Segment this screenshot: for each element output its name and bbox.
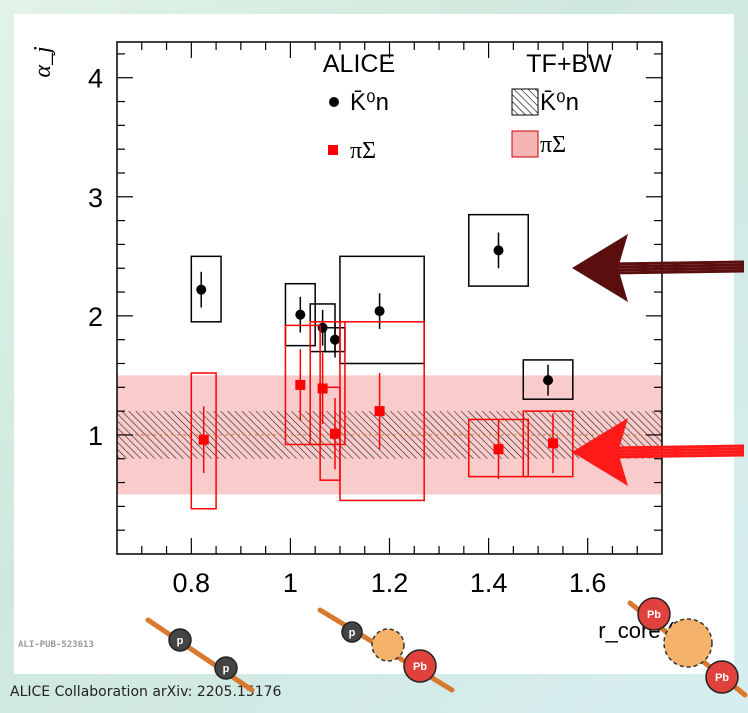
sys-box: [190, 372, 217, 510]
legend-title-tfbw: TF+BW: [526, 50, 612, 78]
x-tick-label: 1: [283, 568, 298, 598]
data-point-k0n: [493, 245, 504, 256]
x-tick-label: 1.4: [470, 568, 508, 598]
data-point-k0n: [374, 306, 385, 317]
model-bands: [117, 375, 662, 495]
legend-marker-k0n: [329, 97, 339, 107]
legend-label-pisigma-model: πΣ: [540, 132, 566, 158]
figure-panel: 0.8 1 1.2 1.4 1.6 1 2 3 4 r_core (fm) α_j ALICE TF+…: [14, 14, 734, 674]
legend-label-pisigma: πΣ: [350, 138, 376, 164]
x-tick-label: 1.6: [569, 568, 607, 598]
data-point-pisigma: [295, 379, 306, 390]
data-point-pisigma: [374, 406, 385, 417]
legend: ALICE TF+BW K̄⁰n πΣ K̄⁰n πΣ: [323, 50, 612, 164]
data-point-pisigma: [493, 444, 504, 455]
sys-box: [309, 321, 346, 446]
data-point-k0n: [330, 334, 340, 345]
x-axis-label: r_core (fm): [598, 618, 706, 643]
legend-label-k0n-model: K̄⁰n: [540, 89, 579, 116]
legend-box-k0n-model: [511, 88, 539, 116]
sys-box: [190, 255, 222, 323]
x-tick-label: 1.2: [371, 568, 409, 598]
sys-box: [284, 282, 316, 347]
data-point-pisigma: [317, 383, 328, 394]
y-tick-label: 4: [88, 64, 103, 94]
chart-svg: 0.8 1 1.2 1.4 1.6 1 2 3 4 r_core (fm) α_j ALICE TF+…: [30, 41, 706, 643]
y-tick-label: 2: [88, 302, 103, 332]
legend-marker-pisigma: [328, 145, 338, 155]
data-point-pisigma: [198, 434, 209, 445]
sys-box: [522, 359, 574, 400]
legend-title-alice: ALICE: [323, 50, 395, 78]
legend-label-k0n: K̄⁰n: [350, 89, 389, 116]
legend-box-pisigma-model: [511, 130, 539, 158]
data-point-k0n: [196, 284, 207, 295]
y-tick-label: 3: [88, 183, 103, 213]
data-points: [190, 213, 574, 510]
sys-box: [339, 255, 425, 365]
y-tick-label: 1: [88, 421, 103, 451]
figure-id: ALI-PUB-523613: [18, 640, 94, 650]
data-point-k0n: [543, 375, 554, 386]
credit-text: ALICE Collaboration arXiv: 2205.15176: [10, 684, 282, 700]
y-axis-label: α_j: [30, 46, 56, 78]
sys-box: [339, 321, 425, 502]
x-tick-label: 0.8: [173, 568, 211, 598]
data-point-k0n: [295, 309, 306, 320]
data-point-pisigma: [548, 438, 558, 449]
axes: 0.8 1 1.2 1.4 1.6 1 2 3 4 r_core (fm) α_j: [30, 41, 706, 643]
sys-box: [468, 213, 529, 287]
data-point-pisigma: [330, 428, 340, 439]
